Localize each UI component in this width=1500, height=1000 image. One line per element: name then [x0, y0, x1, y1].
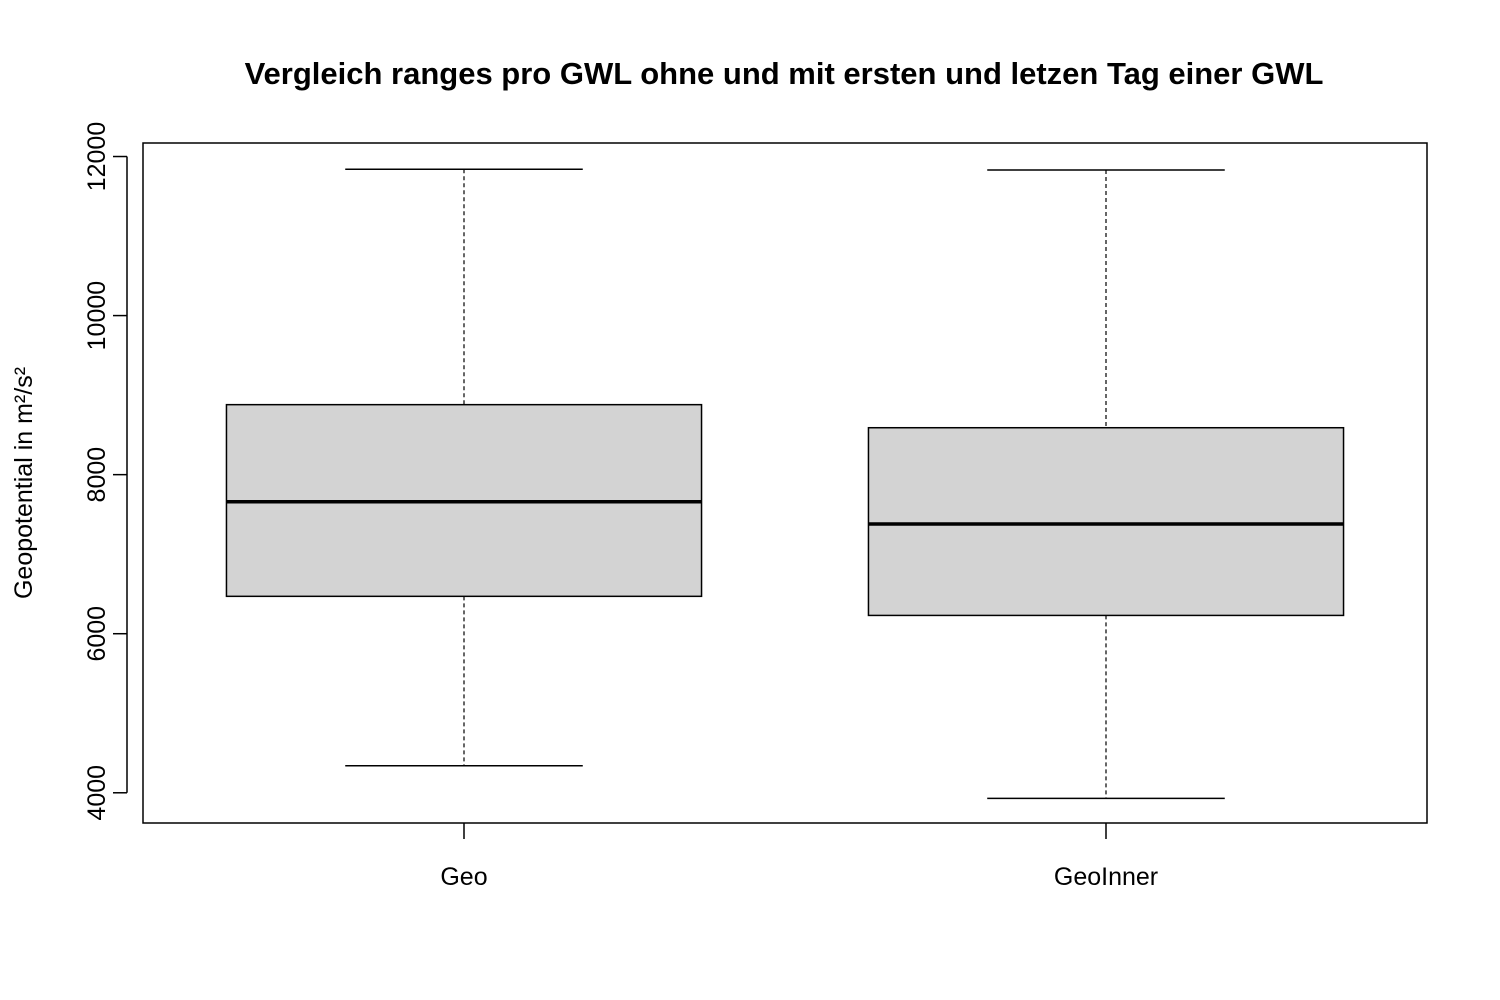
x-axis: Geo GeoInner [440, 823, 1158, 891]
x-tick-label: Geo [440, 863, 487, 891]
y-axis-label: Geopotential in m²/s² [10, 367, 38, 599]
y-tick-label: 6000 [83, 606, 111, 662]
box-geoinner [867, 169, 1345, 800]
interquartile-box [867, 426, 1345, 617]
y-tick-label: 12000 [83, 122, 111, 192]
box-geo [225, 168, 703, 767]
y-tick-label: 4000 [83, 765, 111, 821]
y-tick-label: 10000 [83, 281, 111, 351]
y-axis: 4000 6000 8000 10000 12000 [83, 122, 128, 821]
plot-frame [142, 142, 1428, 824]
y-tick-label: 8000 [83, 447, 111, 503]
x-tick-label: GeoInner [1054, 863, 1158, 891]
boxes [225, 168, 1345, 800]
chart-title: Vergleich ranges pro GWL ohne und mit er… [245, 56, 1324, 91]
